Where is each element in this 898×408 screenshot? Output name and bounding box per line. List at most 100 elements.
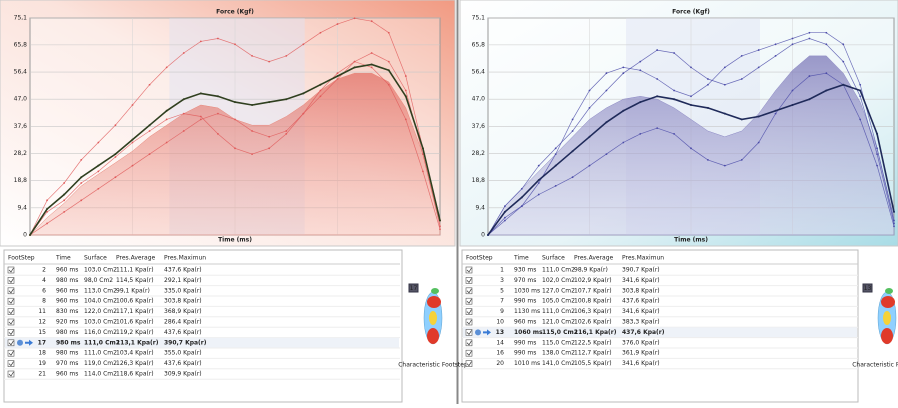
- force-point: [656, 95, 658, 97]
- table-cell: 960 ms: [56, 287, 78, 294]
- force-point: [234, 147, 236, 149]
- y-tick-label: 65,8: [14, 41, 28, 48]
- force-point: [132, 139, 134, 141]
- table-cell: 960 ms: [56, 267, 78, 274]
- force-point: [724, 84, 726, 86]
- footprint-toes: [431, 288, 439, 294]
- table-cell: 920 ms: [56, 319, 78, 326]
- force-point: [842, 61, 844, 63]
- force-point: [46, 223, 48, 225]
- force-point: [132, 104, 134, 106]
- x-axis-label: Time (ms): [674, 237, 708, 244]
- table-cell: 383,3 Kpa(r): [622, 319, 660, 326]
- force-point: [268, 136, 270, 138]
- table-cell: 437,6 Kpa(r): [622, 298, 660, 305]
- force-point: [504, 205, 506, 207]
- force-point: [46, 208, 48, 210]
- table-cell: 292,1 Kpa(r): [164, 277, 202, 284]
- force-point: [268, 101, 270, 103]
- footprint-caption: Characteristic Footstep: [398, 362, 468, 369]
- force-point: [166, 142, 168, 144]
- force-point: [589, 165, 591, 167]
- force-point: [656, 78, 658, 80]
- force-point: [859, 95, 861, 97]
- force-point: [656, 49, 658, 51]
- force-point: [371, 67, 373, 69]
- footprint-mid: [429, 311, 437, 325]
- force-point: [234, 43, 236, 45]
- force-point: [859, 90, 861, 92]
- table-cell: 341,6 Kpa(r): [622, 308, 660, 315]
- table-cell: 5: [500, 287, 504, 294]
- force-point: [538, 194, 540, 196]
- table-cell: 4: [42, 277, 46, 284]
- table-cell: 127,0 Cm2: [542, 287, 575, 294]
- y-tick-label: 75,1: [14, 15, 28, 22]
- force-point: [538, 179, 540, 181]
- table-cell: 121,0 Cm2: [542, 319, 575, 326]
- y-tick-label: 28,2: [472, 150, 486, 157]
- force-point: [285, 55, 287, 57]
- force-point: [422, 147, 424, 149]
- y-tick-label: 65,8: [472, 41, 486, 48]
- table-cell: 368,9 Kpa(r): [164, 308, 202, 315]
- force-point: [63, 199, 65, 201]
- force-point: [555, 147, 557, 149]
- force-point: [639, 101, 641, 103]
- force-point: [707, 159, 709, 161]
- table-cell: 990 ms: [514, 339, 536, 346]
- table-cell: 115,0 Cm2: [542, 339, 575, 346]
- table-cell: 960 ms: [56, 298, 78, 305]
- force-point: [758, 67, 760, 69]
- table-cell: 98,0 Cm2: [84, 277, 113, 284]
- force-point: [183, 98, 185, 100]
- force-point: [808, 98, 810, 100]
- force-point: [775, 43, 777, 45]
- table-cell: 390,7 Kpa(r): [622, 267, 660, 274]
- table-cell: 114,5 Kpa(r): [116, 277, 154, 284]
- force-point: [487, 234, 489, 236]
- table-cell: 100,8 Kpa(r): [574, 298, 612, 305]
- table-cell: 1130 ms: [514, 308, 540, 315]
- force-point: [422, 171, 424, 173]
- force-point: [825, 32, 827, 34]
- force-point: [320, 90, 322, 92]
- table-cell: 119,2 Kpa(r): [116, 329, 154, 336]
- force-point: [639, 61, 641, 63]
- force-point: [690, 95, 692, 97]
- table-cell: 103,0 Cm2: [84, 267, 117, 274]
- force-point: [132, 165, 134, 167]
- force-point: [63, 182, 65, 184]
- force-point: [622, 67, 624, 69]
- table-cell: 2: [42, 267, 46, 274]
- force-point: [758, 49, 760, 51]
- table-cell: 103,4 Kpa(r): [116, 350, 154, 357]
- table-cell: 116,0 Cm2: [84, 329, 117, 336]
- table-cell: 141,0 Cm2: [542, 360, 575, 367]
- column-header: Surface: [84, 255, 107, 262]
- force-point: [80, 176, 82, 178]
- force-point: [405, 95, 407, 97]
- app-window: Force (Kgf)Time (ms)09,418,828,237,647,0…: [0, 0, 898, 404]
- force-point: [504, 211, 506, 213]
- table-cell: 106,3 Kpa(r): [574, 308, 612, 315]
- table-cell: 361,9 Kpa(r): [622, 350, 660, 357]
- table-cell: 980 ms: [56, 350, 78, 357]
- force-point: [741, 55, 743, 57]
- force-point: [388, 84, 390, 86]
- table-cell: 437,6 Kpa(r): [622, 329, 665, 336]
- force-point: [606, 72, 608, 74]
- table-cell: 21: [38, 371, 46, 378]
- force-point: [337, 78, 339, 80]
- force-point: [405, 75, 407, 77]
- table-cell: 303,8 Kpa(r): [164, 298, 202, 305]
- table-cell: 303,8 Kpa(r): [622, 287, 660, 294]
- y-tick-label: 47,0: [472, 96, 486, 103]
- table-cell: 107,7 Kpa(r): [574, 287, 612, 294]
- force-point: [97, 171, 99, 173]
- table-cell: 104,0 Cm2: [84, 298, 117, 305]
- force-point: [792, 90, 794, 92]
- footprint-heel: [427, 328, 439, 344]
- force-point: [707, 84, 709, 86]
- table-cell: 6: [42, 287, 46, 294]
